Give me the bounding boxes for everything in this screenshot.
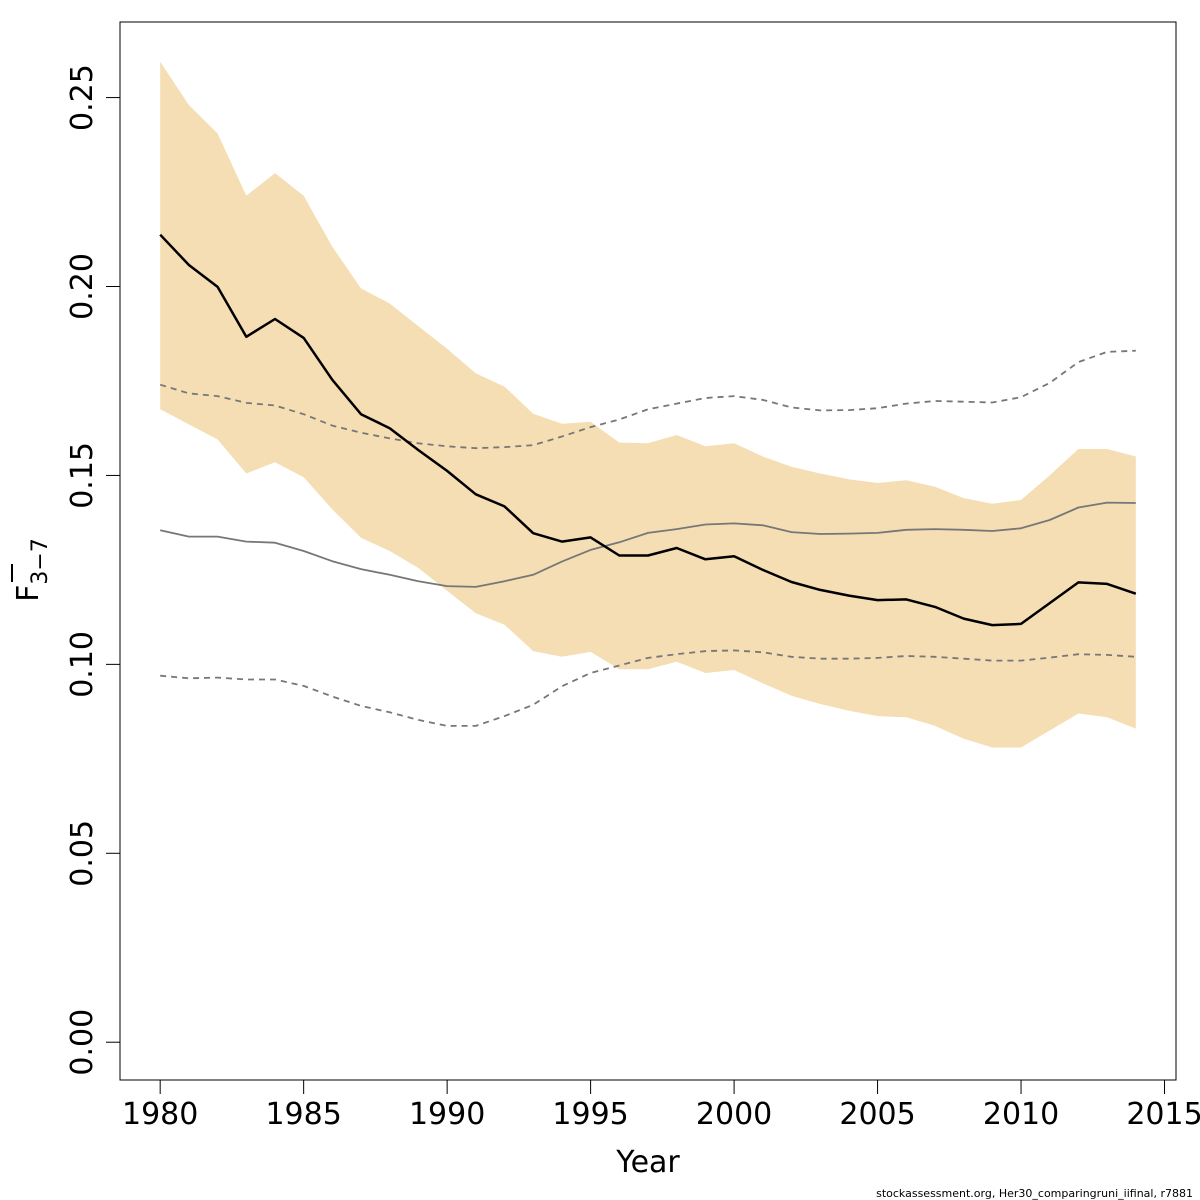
series-lines-layer (159, 233, 1137, 727)
y-axis-title-main: F (11, 585, 46, 602)
confidence-band-layer (160, 61, 1136, 748)
comparison-upper-line (159, 349, 1136, 450)
y-tick-label: 0.00 (65, 1009, 100, 1076)
y-tick-label: 0.10 (65, 631, 100, 698)
x-tick-label: 2000 (696, 1097, 772, 1132)
x-tick-label: 2015 (1126, 1097, 1200, 1132)
x-tick-label: 1995 (552, 1097, 628, 1132)
x-axis: 1980 1985 1990 1995 2000 2005 2010 2015 (122, 1079, 1200, 1132)
y-tick-label: 0.05 (65, 820, 100, 887)
x-axis-title: Year (615, 1145, 680, 1180)
y-tick-label: 0.15 (65, 442, 100, 509)
x-tick-label: 1985 (265, 1097, 341, 1132)
x-tick-label: 1990 (409, 1097, 485, 1132)
x-tick-label: 2010 (983, 1097, 1059, 1132)
y-axis-title-subscript: 3−7 (28, 538, 53, 584)
y-axis-title: F3−7 (11, 538, 53, 602)
x-tick-label: 1980 (122, 1097, 198, 1132)
confidence-band (160, 61, 1136, 748)
y-axis: 0.00 0.05 0.10 0.15 0.20 0.25 (65, 64, 121, 1076)
y-tick-label: 0.20 (65, 253, 100, 320)
x-tick-label: 2005 (839, 1097, 915, 1132)
y-tick-label: 0.25 (65, 64, 100, 131)
credit-footnote: stockassessment.org, Her30_comparingruni… (876, 1187, 1193, 1200)
comparison-lower-line (160, 649, 1136, 727)
estimate-line (159, 233, 1137, 627)
comparison-estimate-line (160, 501, 1136, 588)
svg-text:F3−7: F3−7 (11, 538, 53, 602)
